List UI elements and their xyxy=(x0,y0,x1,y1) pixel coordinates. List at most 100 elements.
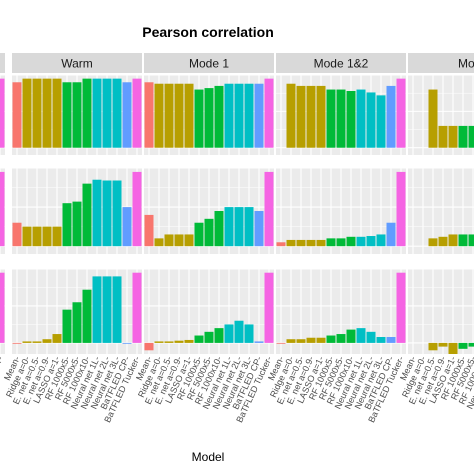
bar-rf-1000x5 xyxy=(62,82,72,148)
bar-e-net-a-0-5 xyxy=(428,238,438,247)
bar-e-net-a-0-9 xyxy=(306,239,316,247)
bar-rf-5000x5 xyxy=(72,302,82,343)
bar-mean xyxy=(276,242,286,247)
bar-ridge-a-0 xyxy=(22,78,32,148)
bar-batfled-tucker xyxy=(264,272,274,343)
facet-strip-0 xyxy=(0,53,5,73)
bar-rf-1000x5 xyxy=(326,335,336,343)
bar-e-net-a-0-9 xyxy=(42,339,52,343)
bar-e-net-a-0-5 xyxy=(428,342,438,351)
bar-batfled-tucker xyxy=(132,78,142,148)
bar-rf-1000x10 xyxy=(214,328,224,343)
facet-strip-1 xyxy=(12,53,142,73)
bar-mean xyxy=(144,342,154,351)
bar-lasso-a-1 xyxy=(448,125,458,148)
bar-mean xyxy=(144,214,154,247)
bar-rf-5000x5 xyxy=(468,125,474,148)
bar-neural-net-2l xyxy=(366,331,376,343)
bar-e-net-a-0-5 xyxy=(164,234,174,247)
bar-e-net-a-0-5 xyxy=(164,341,174,343)
bar-batfled-tucker xyxy=(132,272,142,343)
bar-lasso-a-1 xyxy=(52,78,62,148)
bar-neural-net-1l xyxy=(356,89,366,148)
bar-neural-net-1l xyxy=(92,179,102,247)
bar-e-net-a-0-5 xyxy=(296,339,306,343)
x-axis-title: Model xyxy=(192,450,225,464)
bar-e-net-a-0-9 xyxy=(174,340,184,343)
bar-neural-net-2l xyxy=(102,180,112,247)
bar-e-net-a-0-5 xyxy=(296,85,306,148)
bar-ridge-a-0 xyxy=(154,83,164,148)
bar-batfled-tucker xyxy=(0,78,5,148)
bar-lasso-a-1 xyxy=(316,337,326,343)
bar-neural-net-2l xyxy=(366,92,376,148)
bar-rf-5000x5 xyxy=(336,238,346,247)
bar-batfled-cp xyxy=(122,82,132,148)
bar-e-net-a-0-9 xyxy=(174,234,184,247)
bar-neural-net-3l xyxy=(244,83,254,148)
bar-neural-net-3l xyxy=(112,276,122,343)
bar-neural-net-3l xyxy=(244,324,254,343)
bar-ridge-a-0 xyxy=(286,83,296,148)
bar-rf-1000x5 xyxy=(326,238,336,247)
bar-rf-1000x5 xyxy=(194,222,204,247)
bar-batfled-tucker xyxy=(264,78,274,148)
bar-mean xyxy=(144,82,154,148)
bar-rf-1000x10 xyxy=(82,78,92,148)
facet-strip-label: Mode 1&2 xyxy=(314,57,369,71)
bar-rf-1000x5 xyxy=(458,234,468,247)
bar-neural-net-1l xyxy=(92,78,102,148)
bar-e-net-a-0-5 xyxy=(32,341,42,343)
bar-batfled-cp xyxy=(386,85,396,148)
bar-neural-net-1l xyxy=(224,324,234,343)
bar-rf-5000x5 xyxy=(336,334,346,343)
bar-neural-net-2l xyxy=(102,276,112,343)
bar-mean xyxy=(12,82,22,148)
bar-mean xyxy=(12,222,22,247)
bar-e-net-a-0-9 xyxy=(306,85,316,148)
bar-e-net-a-0-5 xyxy=(296,239,306,247)
bar-e-net-a-0-5 xyxy=(32,226,42,247)
bar-batfled-cp xyxy=(254,341,264,343)
bar-batfled-tucker xyxy=(396,272,406,343)
bar-neural-net-2l xyxy=(102,78,112,148)
bar-batfled-tucker xyxy=(0,171,5,247)
bar-neural-net-1l xyxy=(92,276,102,343)
bar-batfled-tucker xyxy=(396,78,406,148)
bar-lasso-a-1 xyxy=(52,226,62,247)
bar-lasso-a-1 xyxy=(52,334,62,343)
bar-rf-1000x5 xyxy=(194,335,204,343)
bar-e-net-a-0-5 xyxy=(164,83,174,148)
bar-ridge-a-0 xyxy=(22,226,32,247)
bar-neural-net-3l xyxy=(376,95,386,148)
bar-batfled-cp xyxy=(386,337,396,343)
facet-strip-label: Warm xyxy=(61,57,93,71)
bar-lasso-a-1 xyxy=(448,342,458,354)
panel-background xyxy=(408,269,474,354)
bar-mean xyxy=(276,342,286,344)
bar-rf-1000x5 xyxy=(326,89,336,148)
bar-rf-5000x5 xyxy=(468,342,474,347)
bar-neural-net-2l xyxy=(234,83,244,148)
bar-batfled-cp xyxy=(122,342,132,344)
facet-strip-4 xyxy=(408,53,474,73)
bar-ridge-a-0 xyxy=(286,239,296,247)
bar-rf-1000x10 xyxy=(346,329,356,343)
bar-rf-1000x5 xyxy=(194,89,204,148)
bar-e-net-a-0-9 xyxy=(438,125,448,148)
x-tick-label: BaTFLED Tucker- xyxy=(0,355,5,425)
bar-rf-5000x5 xyxy=(336,89,346,148)
bar-lasso-a-1 xyxy=(184,234,194,247)
bar-ridge-a-0 xyxy=(154,238,164,247)
bar-rf-1000x10 xyxy=(214,85,224,148)
bar-e-net-a-0-5 xyxy=(428,89,438,148)
bar-rf-1000x10 xyxy=(346,91,356,148)
bar-neural-net-2l xyxy=(366,236,376,247)
bar-lasso-a-1 xyxy=(184,83,194,148)
bar-batfled-cp xyxy=(122,207,132,247)
bar-neural-net-2l xyxy=(234,320,244,343)
bar-rf-1000x10 xyxy=(214,211,224,247)
bar-e-net-a-0-9 xyxy=(42,226,52,247)
facet-strip-label: Mode xyxy=(458,57,474,71)
